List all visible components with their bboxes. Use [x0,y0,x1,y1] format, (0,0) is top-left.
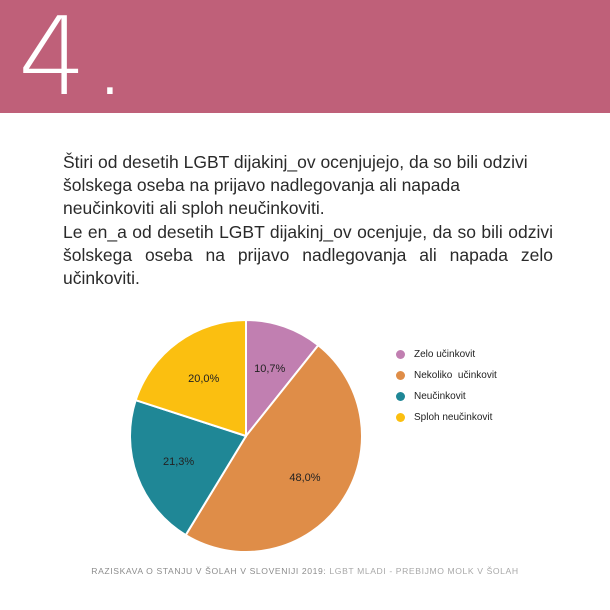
legend-swatch [396,413,405,422]
chart-legend: Zelo učinkovit Nekoliko učinkovit Neučinko… [396,344,497,428]
legend-label: Neučinkovit [414,391,466,402]
pie-labels: 10,7% 48,0% 21,3% 20,0% [163,363,321,484]
legend-swatch [396,392,405,401]
legend-item-3: Neučinkovit [396,386,497,407]
footer-source: LGBT MLADI - PREBIJMO MOLK V ŠOLAH [329,566,519,576]
legend-label: Sploh neučinkovit [414,412,493,423]
pie-label-1: 10,7% [254,363,285,375]
description-paragraph-1: Štiri od desetih LGBT dijakinj_ov ocenju… [63,152,528,219]
pie-slice-2 [184,343,363,553]
pie-label-3: 21,3% [163,456,194,468]
pie-slice-4 [134,318,247,438]
section-number: 4. [18,0,134,120]
legend-swatch [396,350,405,359]
legend-item-1: Zelo učinkovit [396,344,497,365]
legend-item-4: Sploh neučinkovit [396,407,497,428]
legend-label: Zelo učinkovit [414,349,476,360]
description: Štiri od desetih LGBT dijakinj_ov ocenju… [63,151,553,290]
pie-chart: 10,7% 48,0% 21,3% 20,0% [129,318,363,553]
legend-item-2: Nekoliko učinkovit [396,365,497,386]
pie-label-4: 20,0% [188,373,219,385]
legend-swatch [396,371,405,380]
legend-label: Nekoliko učinkovit [414,370,497,381]
header-band: 4. [0,0,610,113]
pie-slice-3 [129,398,248,537]
pie-slice-1 [245,318,320,439]
description-paragraph-2: Le en_a od desetih LGBT dijakinj_ov ocen… [63,221,553,289]
footer-title: RAZISKAVA O STANJU V ŠOLAH V SLOVENIJI 2… [91,566,330,576]
pie-slices [129,318,363,553]
footer: RAZISKAVA O STANJU V ŠOLAH V SLOVENIJI 2… [0,566,610,576]
pie-label-2: 48,0% [289,472,320,484]
